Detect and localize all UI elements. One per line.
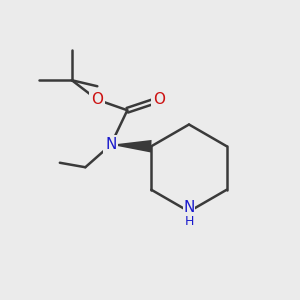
Text: N: N bbox=[105, 137, 116, 152]
Text: H: H bbox=[184, 214, 194, 228]
Text: O: O bbox=[91, 92, 103, 107]
Polygon shape bbox=[111, 140, 152, 152]
Text: O: O bbox=[153, 92, 165, 107]
Text: N: N bbox=[183, 200, 195, 214]
